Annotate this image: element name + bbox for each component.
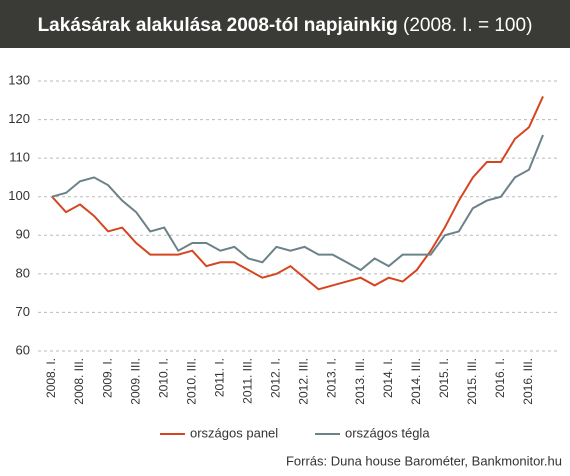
x-tick-label: 2008. I. [44, 358, 58, 398]
x-tick-label: 2015. III. [465, 358, 479, 405]
y-tick-label: 120 [8, 111, 30, 126]
y-tick-label: 90 [16, 227, 30, 242]
y-tick-label: 100 [8, 188, 30, 203]
x-tick-label: 2010. III. [184, 358, 198, 405]
x-tick-label: 2011. I. [213, 358, 227, 397]
header: Lakásárak alakulása 2008-tól napjainkig … [38, 15, 533, 36]
y-tick-label: 60 [16, 342, 30, 357]
chart-subtitle: (2008. I. = 100) [403, 15, 532, 36]
y-tick-label: 110 [9, 150, 30, 165]
y-tick-label: 130 [8, 72, 30, 87]
x-tick-label: 2009. III. [128, 358, 142, 405]
x-tick-label: 2011. III. [241, 358, 255, 404]
x-tick-label: 2016. III. [521, 358, 535, 405]
x-tick-label: 2014. I. [381, 358, 395, 398]
x-tick-label: 2008. III. [72, 358, 86, 405]
x-tick-label: 2009. I. [100, 358, 114, 398]
series-line [51, 134, 544, 272]
y-tick-label: 80 [16, 265, 30, 280]
series-line [51, 96, 544, 291]
legend-label: országos panel [190, 425, 278, 440]
legend-label: országos tégla [345, 425, 430, 440]
x-tick-label: 2012. III. [297, 358, 311, 405]
header-bar [0, 0, 570, 48]
x-tick-label: 2014. III. [409, 358, 423, 405]
y-tick-label: 70 [16, 304, 30, 319]
x-tick-label: 2010. I. [156, 358, 170, 398]
x-tick-label: 2013. I. [325, 358, 339, 398]
chart-title: Lakásárak alakulása 2008-tól napjainkig [38, 15, 398, 36]
source: Forrás: Duna house Barométer, Bankmonito… [286, 453, 562, 468]
x-tick-label: 2015. I. [437, 358, 451, 398]
x-tick-label: 2013. III. [353, 358, 367, 405]
x-tick-label: 2012. I. [269, 358, 283, 398]
x-tick-label: 2016. I. [493, 358, 507, 398]
